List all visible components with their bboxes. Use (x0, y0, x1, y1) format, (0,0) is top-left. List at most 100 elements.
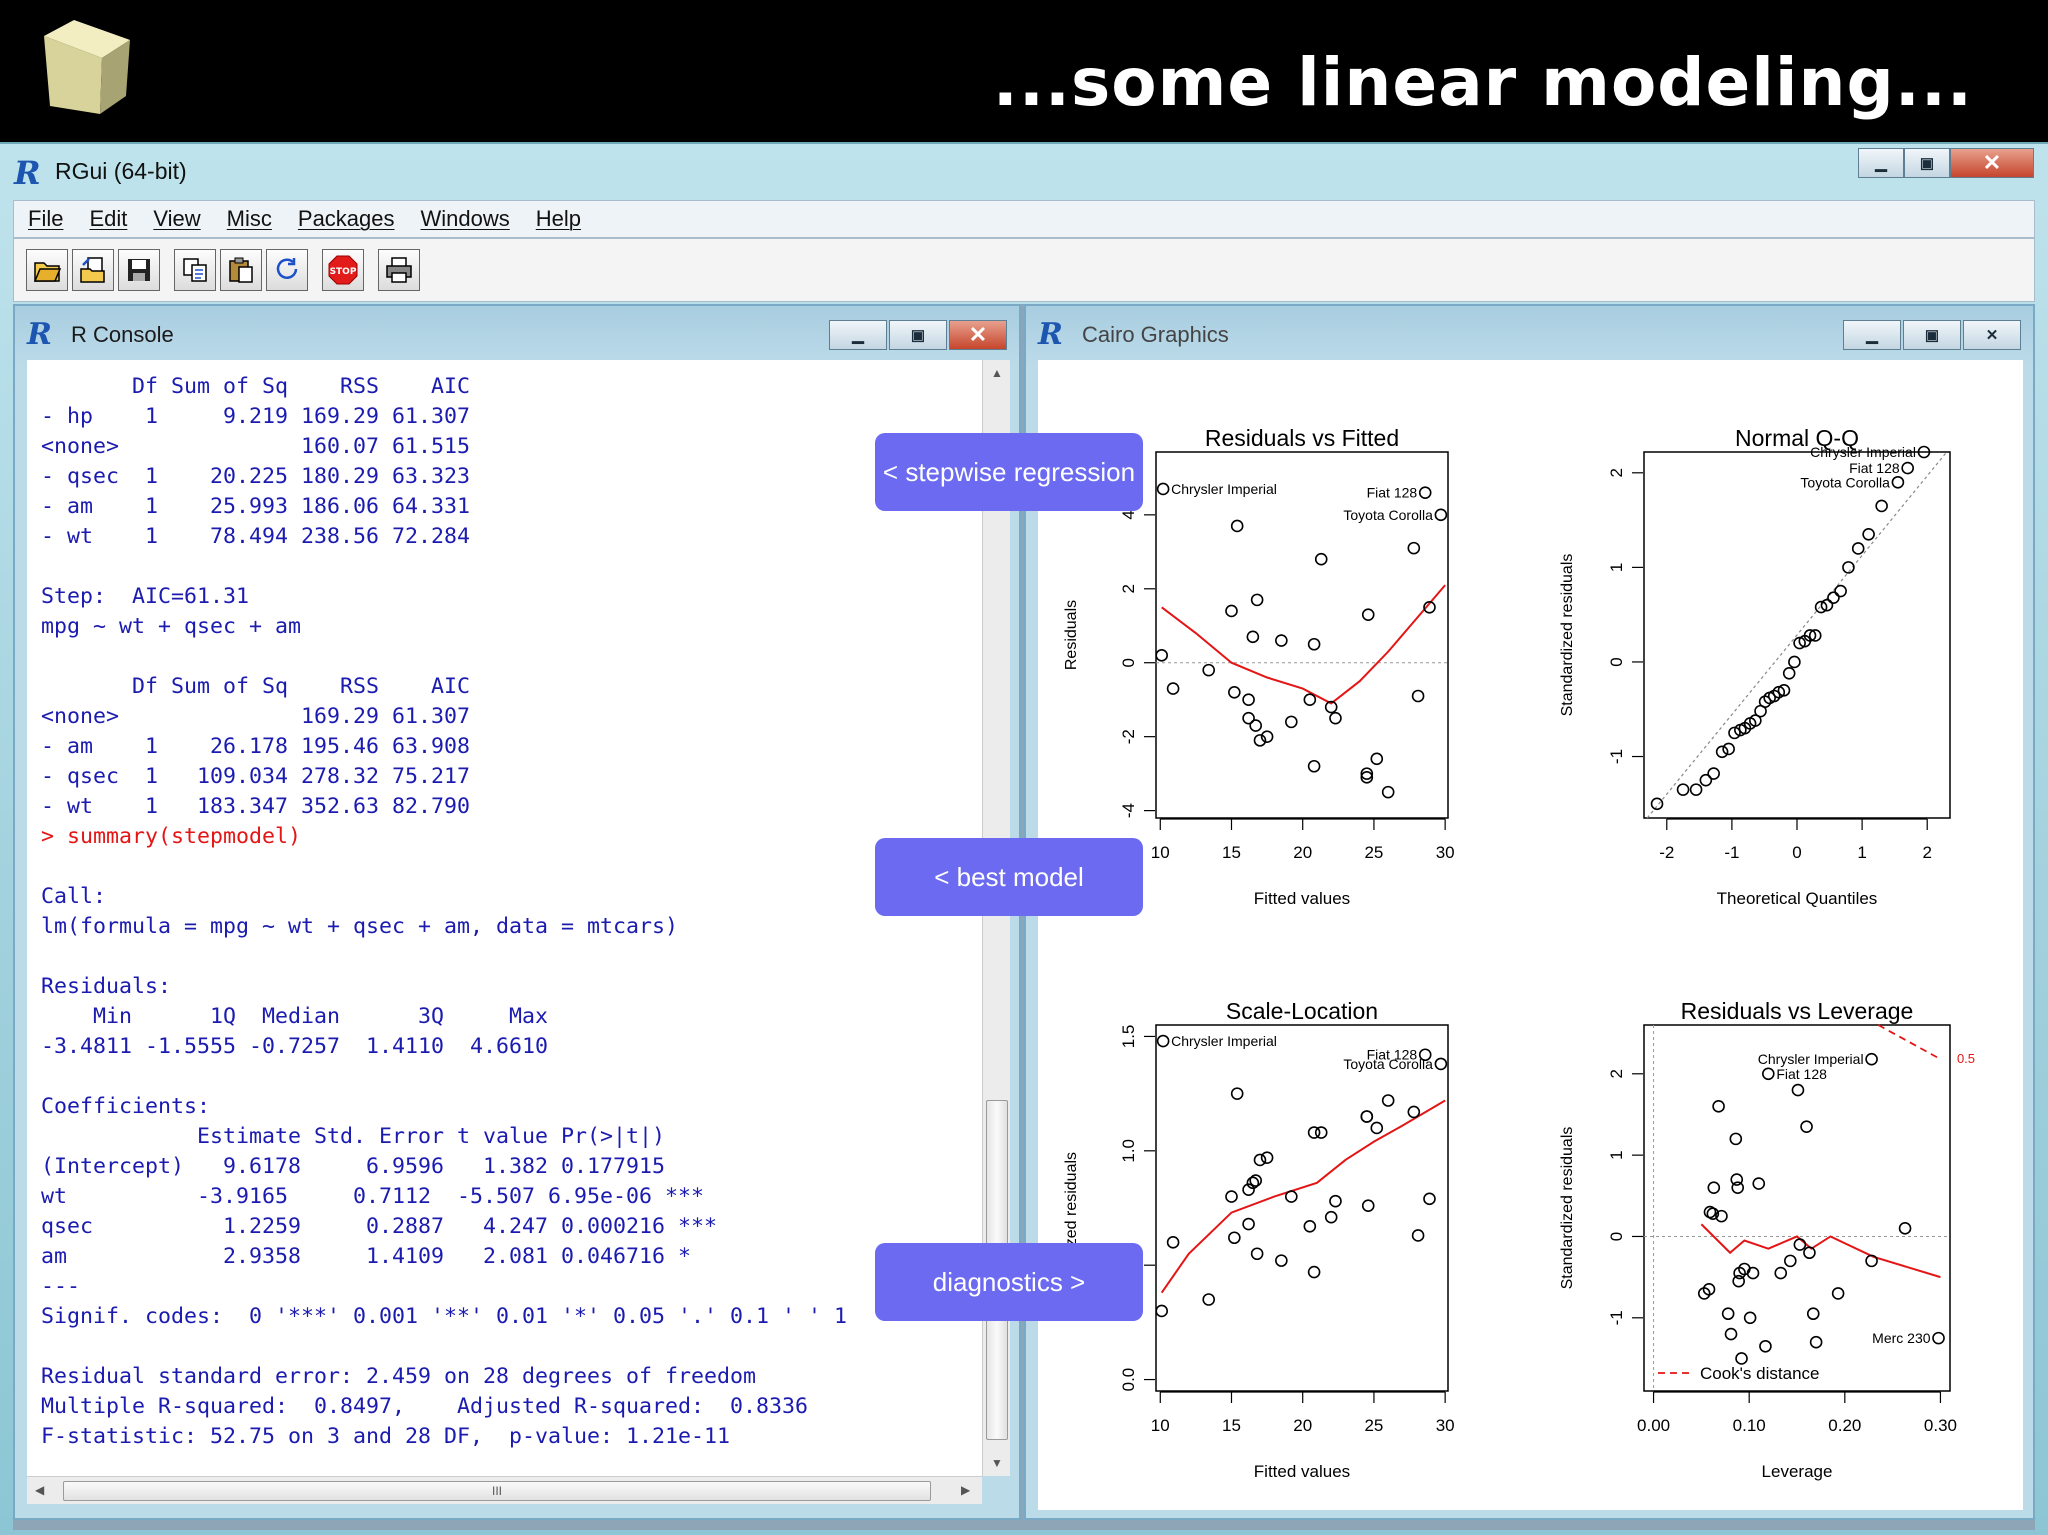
data-point (1418, 1048, 1432, 1062)
copy-paste-button[interactable] (266, 249, 308, 291)
x-tick-label: 0.30 (1924, 1416, 1957, 1435)
point-label: Fiat 128 (1849, 460, 1900, 476)
data-point (1891, 475, 1905, 489)
console-line (41, 552, 847, 582)
menu-file[interactable]: File (28, 206, 64, 231)
menu-windows[interactable]: Windows (420, 206, 510, 231)
slide-header: ...some linear modeling... (0, 0, 2048, 142)
data-point (1361, 1199, 1375, 1213)
data-point (1275, 1254, 1288, 1267)
smoother-line (1161, 584, 1446, 705)
data-point (1361, 608, 1375, 621)
console-line: am 2.9358 1.4109 2.081 0.046716 * (41, 1244, 692, 1269)
close-button[interactable]: ✕ (1950, 148, 2034, 178)
data-point (1329, 711, 1342, 725)
data-point (1806, 1307, 1820, 1321)
data-point (1202, 663, 1216, 677)
horizontal-scroll-thumb[interactable]: III (63, 1481, 931, 1501)
paste-icon (229, 257, 253, 283)
graphics-close-button[interactable]: ✕ (1963, 320, 2021, 350)
menu-help[interactable]: Help (535, 206, 582, 231)
console-line: <none> 169.29 61.307 (41, 704, 471, 729)
data-point (1230, 1087, 1244, 1100)
data-point (1253, 1153, 1267, 1167)
console-output[interactable]: Df Sum of Sq RSS AIC - hp 1 9.219 169.29 … (27, 360, 982, 1476)
load-workspace-button[interactable] (72, 249, 114, 291)
x-tick-label: -1 (1724, 843, 1739, 862)
plot-title: Residuals vs Leverage (1681, 998, 1914, 1024)
x-axis-label: Leverage (1762, 1462, 1833, 1481)
console-line: - wt 1 78.494 238.56 72.284 (41, 524, 471, 549)
plot-normal-q-q: Normal Q-Q Theoretical Quantiles Standardi… (1559, 425, 1951, 908)
scroll-right-icon[interactable]: ▶ (961, 1483, 971, 1497)
copy-button[interactable] (174, 249, 216, 291)
scroll-left-icon[interactable]: ◀ (35, 1483, 45, 1497)
save-button[interactable] (118, 249, 160, 291)
diagnostic-plots: Residuals vs Fitted Fitted values Residual… (1063, 425, 1975, 1481)
cube-logo (44, 20, 130, 114)
scroll-up-icon[interactable]: ▲ (991, 366, 1003, 380)
stop-button[interactable]: STOP (322, 249, 364, 291)
graphics-maximize-button[interactable]: ▣ (1903, 320, 1961, 350)
x-tick-label: 2 (1922, 843, 1931, 862)
data-point (1381, 785, 1395, 799)
scroll-down-icon[interactable]: ▼ (991, 1456, 1003, 1470)
menu-view[interactable]: View (153, 206, 201, 231)
menu-misc[interactable]: Misc (226, 206, 272, 231)
data-point (1260, 730, 1274, 743)
menu-edit[interactable]: Edit (89, 206, 128, 231)
minimize-button[interactable]: ▁ (1858, 148, 1904, 178)
print-button[interactable] (378, 249, 420, 291)
data-point (1735, 1352, 1748, 1365)
data-point (1418, 486, 1432, 499)
console-minimize-button[interactable]: ▁ (829, 320, 887, 350)
data-point (1275, 634, 1288, 647)
graphics-minimize-button[interactable]: ▁ (1843, 320, 1901, 350)
graphics-caption-buttons: ▁ ▣ ✕ (1843, 320, 2021, 350)
graphics-canvas: Residuals vs Fitted Fitted values Residual… (1038, 360, 2023, 1510)
x-tick-label: 25 (1364, 1416, 1383, 1435)
window-titlebar[interactable]: R RGui (64-bit) ▁ ▣ ✕ (0, 144, 2048, 198)
console-line: Df Sum of Sq RSS AIC (41, 674, 471, 699)
x-tick-label: 25 (1364, 843, 1383, 862)
data-point (1407, 1105, 1421, 1119)
point-label: Toyota Corolla (1800, 474, 1890, 490)
data-point (1225, 604, 1238, 618)
console-close-button[interactable]: ✕ (949, 320, 1007, 350)
callout-diagnostics: diagnostics > (875, 1243, 1143, 1321)
y-tick-label: 0 (1119, 658, 1138, 667)
data-point (1303, 1219, 1317, 1233)
y-tick-label: 1 (1607, 563, 1626, 572)
data-point (1762, 1067, 1775, 1081)
data-point (1809, 1335, 1823, 1349)
open-script-button[interactable] (26, 249, 68, 291)
data-point (1820, 598, 1834, 612)
console-line: Min 1Q Median 3Q Max (41, 1004, 549, 1029)
data-point (1746, 1266, 1760, 1280)
paste-button[interactable] (220, 249, 262, 291)
data-point (1156, 1034, 1170, 1048)
svg-text:STOP: STOP (330, 267, 357, 277)
rgui-window: R RGui (64-bit) ▁ ▣ ✕ File Edit View Mis… (0, 142, 2048, 1535)
data-point (1689, 783, 1703, 796)
data-point (1831, 1287, 1845, 1300)
x-tick-label: -2 (1659, 843, 1674, 862)
console-horizontal-scrollbar[interactable]: ◀ III ▶ (27, 1476, 982, 1504)
r-logo-icon: R (1038, 317, 1063, 352)
maximize-button[interactable]: ▣ (1904, 148, 1950, 178)
data-point (1706, 1207, 1720, 1220)
menu-packages[interactable]: Packages (297, 206, 395, 231)
smoother-line (1700, 1223, 1941, 1279)
data-point (1307, 1126, 1321, 1139)
console-line: <none> 160.07 61.515 (41, 434, 471, 459)
data-point (1875, 499, 1888, 513)
x-tick-label: 0.20 (1828, 1416, 1861, 1435)
open-script-icon (33, 262, 62, 282)
console-maximize-button[interactable]: ▣ (889, 320, 947, 350)
data-point (1803, 629, 1817, 642)
point-label: Toyota Corolla (1343, 1056, 1433, 1072)
data-point (1314, 552, 1328, 566)
data-point (1411, 689, 1425, 703)
point-label: Fiat 128 (1367, 485, 1418, 501)
smoother-line (1160, 1099, 1446, 1294)
